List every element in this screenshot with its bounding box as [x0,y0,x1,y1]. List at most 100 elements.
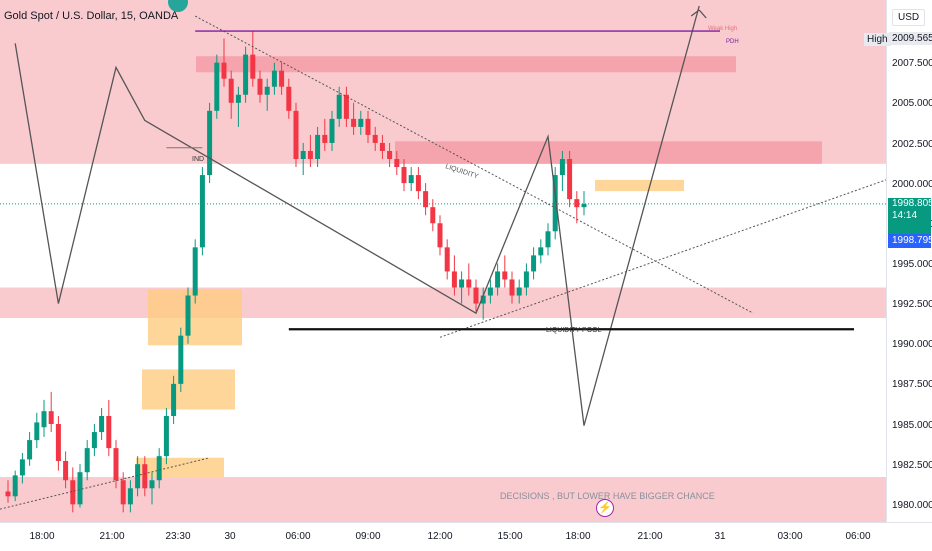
countdown-timer: 14:14 [892,210,918,221]
candle-body [250,54,256,79]
time-axis[interactable] [0,522,932,551]
liquidity-pool-label: LIQUIDITY POOL [546,327,602,334]
candle-body [451,271,457,288]
candle-body [171,383,177,416]
x-tick-label: 21:00 [637,531,663,542]
arrow-head [690,9,700,17]
x-tick-label: 09:00 [355,531,381,542]
candle-body [235,94,241,103]
candle-body [5,491,11,497]
candle-body [271,70,277,87]
candle-body [531,255,537,272]
y-tick-label: 1992.500 [892,299,932,311]
candle-body [55,424,61,461]
candle-body [214,62,220,111]
candle-body [120,480,126,505]
candle-body [70,480,76,505]
candle-body [365,118,371,135]
candle-body [77,472,83,505]
candle-body [135,464,141,489]
candle-body [106,415,112,449]
currency-button[interactable]: USD [892,9,926,26]
candle-body [509,279,515,296]
candle-body [307,150,313,160]
zone-discount [0,477,886,522]
x-tick-label: 31 [714,531,726,542]
y-tick-label: 1980.000 [892,499,932,511]
candle-body [430,207,436,224]
candle-body [113,448,119,481]
candle-body [127,488,133,505]
candle-body [228,78,234,103]
x-tick-label: 12:00 [427,531,453,542]
current-price-tag: 1998.805 14:14 [888,198,932,236]
y-tick-label: 2002.500 [892,138,932,150]
candle-body [387,150,393,160]
pdh-label: PDH [726,39,739,45]
candle-body [502,271,508,280]
high-price-label: 2009.565 [889,32,932,45]
candle-body [401,167,407,184]
zone-fvg [595,179,684,192]
candle-body [466,279,472,288]
candle-body [149,480,155,489]
candle-body [27,440,33,460]
candle-body [243,54,249,95]
x-tick-label: 06:00 [285,531,311,542]
candle-body [581,203,587,208]
y-tick-label: 2005.000 [892,98,932,110]
candle-body [199,175,205,248]
candle-body [408,175,414,184]
arrow-head [698,9,707,19]
candle-body [12,475,18,497]
candle-body [279,70,285,87]
x-tick-label: 21:00 [99,531,125,542]
candle-body [523,271,529,288]
candle-body [163,415,169,457]
candles-layer [5,30,587,513]
y-tick-label: 1987.500 [892,379,932,391]
ascending-trendline [439,179,887,338]
candle-body [552,175,558,232]
candle-body [574,199,580,208]
zone-supply [395,141,822,164]
x-tick-label: 18:00 [565,531,591,542]
zone-order_block [142,369,235,410]
y-tick-label: 1982.500 [892,459,932,471]
candle-body [487,287,493,296]
weak-high-label: Weak High [708,26,737,32]
candle-body [178,335,184,384]
candle-body [394,159,400,168]
candle-body [257,78,263,95]
zone-mid [0,287,886,319]
candle-body [142,464,148,489]
candle-body [473,287,479,304]
ind-label: IND [192,156,204,163]
candle-body [437,223,443,248]
candle-body [185,295,191,336]
x-tick-label: 06:00 [845,531,871,542]
descending-trendline [194,15,754,314]
zone-premium [0,0,886,164]
lightning-bolt-icon[interactable]: ⚡ [596,499,614,517]
y-tick-label: 1985.000 [892,419,932,431]
candle-body [545,231,551,248]
candle-body [559,159,565,176]
candle-body [156,456,162,481]
candle-body [264,86,270,95]
candle-body [322,134,328,143]
candle-body [516,287,522,296]
candle-body [19,459,25,476]
symbol-title: Gold Spot / U.S. Dollar, 15, OANDA [4,10,179,22]
candle-body [63,460,69,481]
candle-body [293,110,299,160]
x-tick-label: 03:00 [777,531,803,542]
price-axis[interactable] [886,0,932,522]
y-tick-label: 1995.000 [892,259,932,270]
candle-body [221,62,227,79]
zone-order_block [136,457,224,478]
candle-body [286,86,292,111]
indicator-circle-icon[interactable] [168,0,188,12]
candle-body [329,118,335,143]
